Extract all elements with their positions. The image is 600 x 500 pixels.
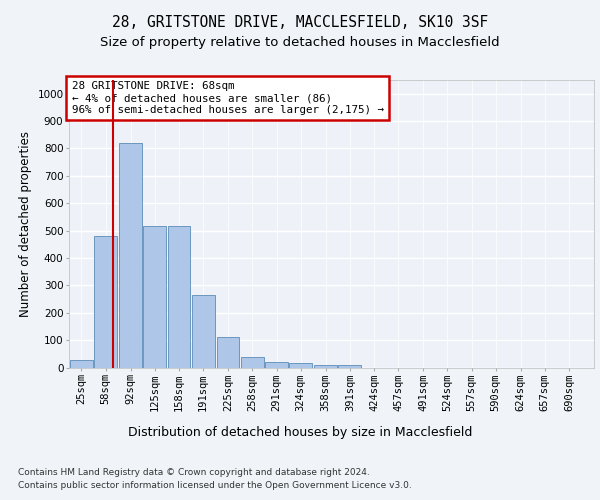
- Bar: [265, 362, 288, 368]
- Text: Contains HM Land Registry data © Crown copyright and database right 2024.: Contains HM Land Registry data © Crown c…: [18, 468, 370, 477]
- Bar: [94, 236, 117, 368]
- Text: Contains public sector information licensed under the Open Government Licence v3: Contains public sector information licen…: [18, 480, 412, 490]
- Text: Size of property relative to detached houses in Macclesfield: Size of property relative to detached ho…: [100, 36, 500, 49]
- Y-axis label: Number of detached properties: Number of detached properties: [19, 130, 32, 317]
- Bar: [314, 365, 337, 368]
- Bar: [70, 360, 93, 368]
- Bar: [217, 338, 239, 368]
- Bar: [143, 226, 166, 368]
- Text: 28 GRITSTONE DRIVE: 68sqm
← 4% of detached houses are smaller (86)
96% of semi-d: 28 GRITSTONE DRIVE: 68sqm ← 4% of detach…: [71, 82, 383, 114]
- Text: 28, GRITSTONE DRIVE, MACCLESFIELD, SK10 3SF: 28, GRITSTONE DRIVE, MACCLESFIELD, SK10 …: [112, 15, 488, 30]
- Bar: [119, 143, 142, 368]
- Bar: [241, 357, 263, 368]
- Bar: [192, 295, 215, 368]
- Bar: [289, 363, 312, 368]
- Text: Distribution of detached houses by size in Macclesfield: Distribution of detached houses by size …: [128, 426, 472, 439]
- Bar: [338, 365, 361, 368]
- Bar: [167, 226, 190, 368]
